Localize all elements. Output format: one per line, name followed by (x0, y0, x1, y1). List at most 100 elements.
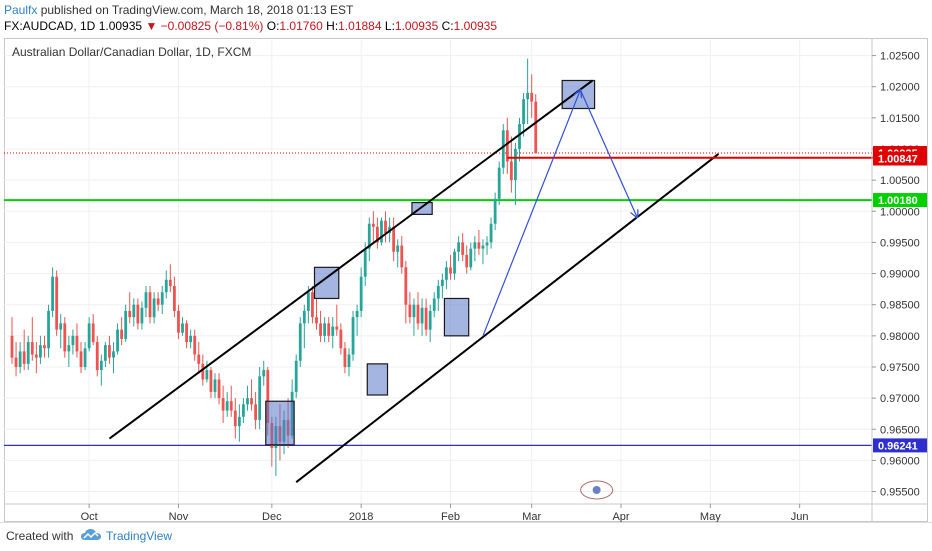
candle-body (526, 92, 530, 100)
candle-body (197, 354, 201, 364)
open-value: 1.01760 (279, 19, 323, 33)
price-tick-label: 1.01500 (880, 113, 920, 125)
candle-body (376, 226, 379, 243)
candle-body (254, 404, 257, 420)
time-tick-label: Apr (612, 511, 629, 522)
candle-body (47, 310, 50, 349)
price-axis[interactable]: 1.025001.020001.015001.010001.005001.000… (871, 38, 920, 522)
level-badge (873, 193, 927, 208)
candle-body (156, 298, 160, 305)
candle-body (319, 323, 322, 336)
close-value: 1.00935 (453, 19, 498, 33)
level-badge-label: 1.00847 (878, 154, 918, 166)
candle-body (493, 198, 497, 224)
author-link[interactable]: Paulfx (4, 3, 38, 17)
candle-body (71, 335, 75, 346)
candle-body (408, 304, 412, 318)
candle-body (534, 101, 538, 154)
created-with-text: Created with (6, 529, 74, 543)
candle-body (380, 220, 383, 243)
candle-body (396, 245, 400, 252)
candle-body (501, 130, 505, 168)
candle-body (18, 351, 22, 367)
candle-body (30, 342, 34, 355)
candle-body (99, 360, 103, 371)
candle-body (55, 276, 59, 330)
candle-body (404, 267, 408, 305)
price-levels (4, 152, 872, 446)
candle-body (453, 251, 456, 274)
candle-body (477, 242, 481, 249)
candle-body (327, 323, 331, 336)
candle-body (63, 323, 67, 352)
candle-body (225, 401, 229, 411)
time-axis[interactable]: Oct Nov Dec 2018 Feb Mar Apr May Jun (4, 480, 928, 523)
price-tick-label: 0.97500 (880, 362, 920, 374)
candle-body (144, 292, 148, 308)
zone-box (366, 363, 389, 396)
footer: Created with TradingView (0, 522, 932, 551)
candle-body (469, 248, 473, 268)
candle-body (392, 226, 396, 252)
projection-arrow[interactable] (482, 90, 580, 337)
candle-body (160, 292, 164, 305)
high-label: H: (326, 19, 339, 33)
candle-body (233, 410, 237, 427)
price-tick-label: 1.02000 (880, 82, 920, 94)
candle-body (258, 376, 262, 420)
sticker-icon (580, 480, 614, 500)
price-change: ▼ −0.00825 (−0.81%) (145, 19, 264, 33)
candle-body (440, 279, 444, 287)
quote-bar: FX:AUDCAD, 1D 1.00935 ▼ −0.00825 (−0.81%… (4, 18, 497, 34)
candle-body (323, 323, 327, 336)
candle-body (246, 398, 249, 405)
candle-body (213, 379, 217, 392)
channel-line[interactable] (108, 79, 594, 440)
candle-body (164, 279, 168, 293)
candle-body (412, 304, 416, 318)
trend-lines (108, 79, 894, 483)
candle-body (384, 220, 387, 234)
price-tick-label: 1.02500 (880, 51, 920, 63)
candle-body (311, 292, 314, 318)
grid (4, 40, 872, 504)
candle-body (473, 242, 477, 249)
candle-body (22, 351, 26, 364)
price-tick-label: 0.98000 (880, 331, 920, 343)
time-tick-label: Jun (791, 511, 809, 522)
projection-arrow[interactable] (579, 89, 637, 218)
time-tick-label: 2018 (349, 511, 373, 522)
price-tick-label: 1.00000 (880, 206, 920, 218)
candle-body (181, 323, 184, 333)
time-tick-label: Nov (169, 511, 189, 522)
low-value: 1.00935 (394, 19, 439, 33)
candle-body (87, 323, 91, 349)
chart-container[interactable]: Australian Dollar/Canadian Dollar, 1D, F… (4, 38, 928, 523)
candle-body (148, 292, 152, 318)
candle-body (428, 310, 432, 330)
price-chart[interactable]: Australian Dollar/Canadian Dollar, 1D, F… (4, 38, 928, 523)
candle-body (339, 329, 343, 349)
price-tick-label: 0.96500 (880, 424, 920, 436)
candle-body (108, 345, 111, 358)
candle-body (424, 307, 428, 330)
candle-body (465, 254, 469, 268)
candle-body (136, 304, 140, 324)
price-tick-label: 0.99000 (880, 269, 920, 281)
candle-body (416, 304, 420, 324)
candle-body (26, 342, 30, 364)
level-badge (873, 151, 927, 166)
channel-line[interactable] (295, 153, 720, 483)
tradingview-link[interactable]: TradingView (106, 529, 173, 543)
candle-body (43, 345, 46, 349)
candle-body (128, 310, 132, 318)
candle-body (461, 242, 465, 255)
candle-body (315, 317, 318, 324)
candle-body (83, 348, 87, 367)
candle-body (420, 307, 424, 324)
tradingview-cloud-icon[interactable] (80, 527, 102, 543)
candle-body (343, 348, 347, 367)
price-tick-label: 0.97000 (880, 393, 920, 405)
candle-body (436, 286, 440, 299)
zone-box (443, 297, 470, 337)
